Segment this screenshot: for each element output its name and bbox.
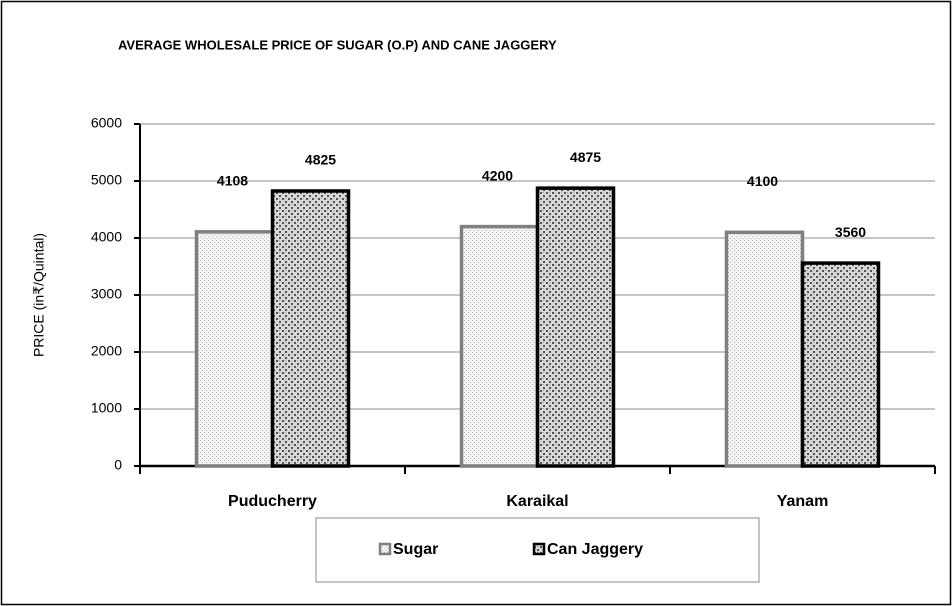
data-label: 4875	[570, 149, 601, 165]
x-tick-label: Karaikal	[506, 493, 568, 510]
legend-swatch	[532, 542, 546, 556]
y-tick-label: 6000	[91, 115, 122, 131]
y-tick-label: 1000	[91, 400, 122, 416]
bar	[724, 230, 805, 468]
y-tick-label: 0	[114, 457, 122, 473]
data-label: 4200	[482, 167, 513, 183]
data-label: 4825	[305, 152, 336, 168]
legend-swatch	[378, 542, 392, 556]
data-label: 4108	[217, 173, 248, 189]
bar	[535, 186, 616, 468]
legend-label: Can Jaggery	[547, 541, 643, 558]
chart-title: AVERAGE WHOLESALE PRICE OF SUGAR (O.P) A…	[118, 37, 557, 52]
bar	[194, 230, 275, 468]
y-axis-label: PRICE (in₹/Quintal)	[31, 233, 47, 357]
bar	[800, 261, 881, 468]
x-tick-label: Puducherry	[228, 493, 317, 510]
bar	[270, 189, 351, 468]
y-tick-label: 4000	[91, 229, 122, 245]
y-tick-label: 5000	[91, 172, 122, 188]
x-tick-label: Yanam	[777, 493, 829, 510]
y-tick-label: 3000	[91, 286, 122, 302]
legend-label: Sugar	[393, 541, 438, 558]
data-label: 4100	[747, 173, 778, 189]
data-label: 3560	[835, 224, 866, 240]
y-tick-label: 2000	[91, 343, 122, 359]
bar	[459, 224, 540, 468]
